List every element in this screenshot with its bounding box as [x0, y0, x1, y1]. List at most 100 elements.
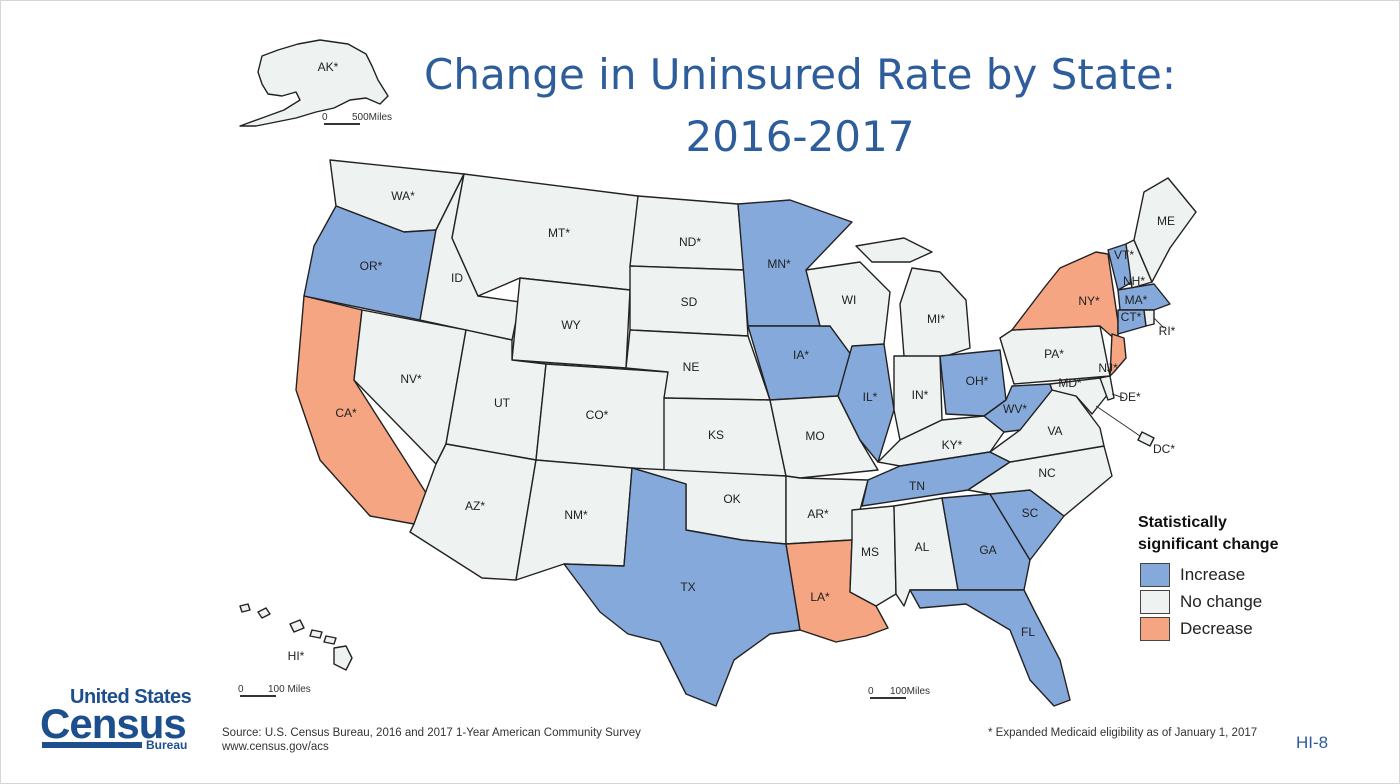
state-pa	[999, 325, 1111, 385]
state-label-hi: HI*	[288, 649, 305, 663]
slide-number: HI-8	[1296, 733, 1329, 752]
state-label-ok: OK	[723, 492, 740, 506]
legend-label-no-change: No change	[1180, 592, 1263, 611]
state-label-wv: WV*	[1003, 402, 1027, 416]
state-label-pa: PA*	[1044, 347, 1064, 361]
state-label-wi: WI	[842, 293, 857, 307]
state-label-ny: NY*	[1078, 294, 1100, 308]
state-label-ga: GA	[979, 543, 996, 557]
state-label-md: MD*	[1058, 376, 1082, 390]
source-note: Source: U.S. Census Bureau, 2016 and 201…	[222, 726, 641, 754]
hawaii-scale-zero: 0	[238, 684, 244, 695]
state-label-or: OR*	[360, 259, 383, 273]
state-mi-upper	[855, 237, 933, 263]
state-ri	[1143, 309, 1155, 327]
census-logo-bar	[42, 742, 142, 748]
state-label-ut: UT	[494, 396, 511, 410]
state-label-wa: WA*	[391, 189, 415, 203]
state-label-sc: SC	[1022, 506, 1039, 520]
state-nj	[1109, 333, 1127, 377]
state-label-ma: MA*	[1125, 293, 1148, 307]
state-label-al: AL	[915, 540, 930, 554]
state-label-nm: NM*	[564, 508, 588, 522]
state-label-ky: KY*	[942, 438, 963, 452]
state-mi	[899, 267, 971, 359]
census-logo-wordmark: Census	[40, 700, 187, 747]
census-logo-top-text: United States	[70, 686, 192, 708]
state-label-ia: IA*	[793, 348, 809, 362]
state-label-ms: MS	[861, 545, 879, 559]
state-label-ak: AK*	[318, 60, 339, 74]
source-url: www.census.gov/acs	[222, 741, 329, 753]
state-labels: WA* OR* CA* ID NV* MT* WY UT AZ* CO* NM* ND* SD NE KS O…	[288, 60, 1176, 663]
state-label-nj: NJ*	[1098, 361, 1118, 375]
state-label-co: CO*	[586, 408, 609, 422]
state-label-la: LA*	[810, 590, 830, 604]
mainland-scale-label: 100Miles	[890, 686, 930, 697]
state-label-ar: AR*	[807, 507, 829, 521]
state-label-mi: MI*	[927, 312, 945, 326]
mainland-scale-zero: 0	[868, 686, 874, 697]
state-label-de: DE*	[1119, 390, 1141, 404]
legend-title: Statistically significant change	[1138, 512, 1278, 556]
state-de	[1099, 375, 1115, 401]
legend-swatch-decrease	[1140, 617, 1170, 641]
state-label-mo: MO	[805, 429, 824, 443]
state-label-tn: TN	[909, 479, 925, 493]
state-hi-islands	[239, 603, 353, 671]
state-label-dc: DC*	[1153, 442, 1175, 456]
map-title-line-1: Change in Uninsured Rate by State:	[424, 50, 1176, 99]
hawaii-scale-label: 100 Miles	[268, 684, 311, 695]
state-label-id: ID	[451, 271, 463, 285]
state-label-in: IN*	[912, 388, 929, 402]
state-label-sd: SD	[681, 295, 698, 309]
state-dc	[1137, 431, 1155, 447]
dc-leader-line	[1095, 405, 1141, 437]
map-title-line-2: 2016-2017	[685, 112, 915, 161]
alaska-scale-zero: 0	[322, 112, 328, 123]
source-line-1: Source: U.S. Census Bureau, 2016 and 201…	[222, 727, 641, 739]
legend-label-decrease: Decrease	[1180, 619, 1253, 638]
state-tx	[563, 467, 801, 707]
state-label-ct: CT*	[1121, 310, 1142, 324]
state-label-tx: TX	[680, 580, 695, 594]
state-label-wy: WY	[561, 318, 580, 332]
state-label-mt: MT*	[548, 226, 570, 240]
state-label-me: ME	[1157, 214, 1175, 228]
legend-label-increase: Increase	[1180, 565, 1246, 584]
legend-title-line-1: Statistically	[1138, 514, 1227, 531]
legend-swatch-increase	[1140, 563, 1170, 587]
state-label-fl: FL	[1021, 625, 1035, 639]
state-label-ne: NE	[683, 360, 700, 374]
state-label-ri: RI*	[1159, 324, 1176, 338]
state-ga	[941, 493, 1031, 591]
state-label-nv: NV*	[400, 372, 422, 386]
legend-swatch-no-change	[1140, 590, 1170, 614]
state-ak	[239, 39, 389, 127]
state-label-nd: ND*	[679, 235, 701, 249]
state-label-il: IL*	[863, 390, 878, 404]
state-label-nc: NC	[1038, 466, 1056, 480]
state-label-vt: VT*	[1114, 248, 1134, 262]
alaska-scale-label: 500Miles	[352, 112, 392, 123]
state-me	[1133, 177, 1197, 283]
state-label-az: AZ*	[465, 499, 485, 513]
state-ma	[1117, 283, 1171, 311]
state-label-oh: OH*	[966, 374, 989, 388]
medicaid-footnote: * Expanded Medicaid eligibility as of Ja…	[988, 727, 1258, 739]
state-mt	[451, 173, 639, 297]
state-label-mn: MN*	[767, 257, 791, 271]
legend-title-line-2: significant change	[1138, 536, 1279, 553]
state-label-va: VA	[1047, 424, 1062, 438]
state-nd	[629, 195, 745, 271]
state-ks	[663, 397, 787, 477]
ri-leader-line	[1153, 317, 1165, 329]
de-leader-line	[1111, 393, 1125, 399]
state-label-ca: CA*	[335, 406, 357, 420]
state-ny	[1011, 251, 1119, 343]
census-logo-bottom-text: Bureau	[146, 738, 188, 752]
state-label-ks: KS	[708, 428, 724, 442]
state-label-nh: NH*	[1123, 274, 1145, 288]
state-fl	[909, 589, 1071, 707]
